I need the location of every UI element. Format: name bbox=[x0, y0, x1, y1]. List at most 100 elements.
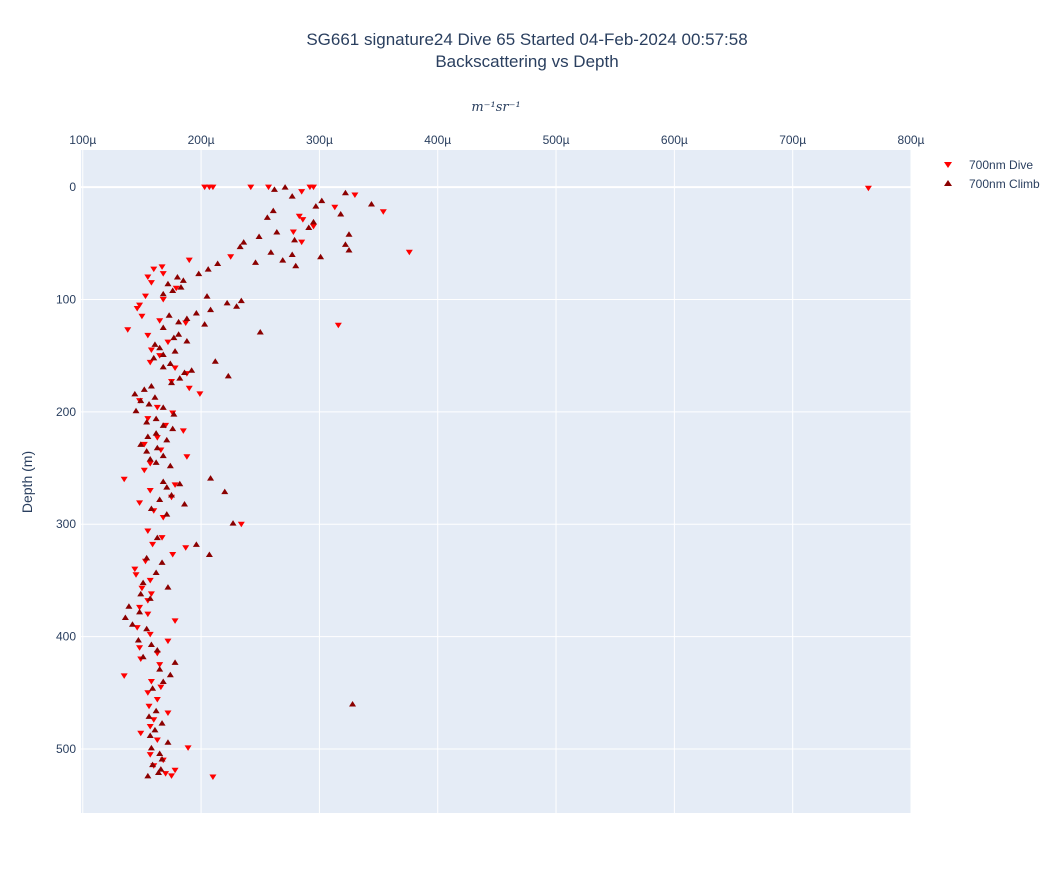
chart-title: SG661 signature24 Dive 65 Started 04-Feb… bbox=[306, 30, 747, 49]
dive-point bbox=[179, 428, 187, 434]
climb-point bbox=[175, 331, 183, 337]
data-markers bbox=[120, 184, 872, 781]
dive-point bbox=[309, 223, 317, 230]
climb-point bbox=[159, 363, 167, 370]
climb-point bbox=[158, 756, 166, 762]
x-tick-label: 800µ bbox=[898, 133, 925, 147]
climb-point bbox=[151, 726, 159, 733]
climb-point bbox=[154, 769, 162, 776]
dive-point bbox=[136, 302, 144, 309]
climb-point bbox=[156, 344, 164, 351]
climb-point bbox=[159, 452, 167, 459]
climb-point bbox=[181, 369, 189, 375]
dive-point bbox=[153, 404, 161, 411]
climb-point bbox=[211, 358, 219, 364]
dive-point bbox=[295, 213, 303, 220]
climb-point bbox=[158, 559, 166, 565]
climb-point bbox=[267, 249, 275, 255]
climb-point bbox=[237, 297, 245, 304]
climb-point bbox=[163, 436, 171, 443]
climb-point bbox=[224, 372, 232, 379]
dive-point bbox=[144, 274, 152, 280]
dive-point bbox=[120, 673, 128, 679]
dive-point bbox=[209, 774, 217, 781]
y-tick-label: 400 bbox=[56, 630, 76, 644]
climb-point bbox=[192, 541, 200, 547]
climb-point bbox=[255, 233, 263, 240]
legend: 700nm Dive 700nm Climb bbox=[944, 158, 1040, 191]
x-tick-label: 500µ bbox=[543, 133, 570, 147]
climb-point bbox=[176, 375, 184, 381]
x-gridlines bbox=[82, 150, 912, 813]
climb-point bbox=[183, 315, 191, 322]
dive-point bbox=[131, 566, 139, 573]
dive-point bbox=[144, 332, 152, 339]
x-tick-label: 200µ bbox=[188, 133, 215, 147]
climb-point bbox=[145, 400, 153, 407]
climb-point bbox=[201, 321, 209, 327]
climb-point bbox=[139, 653, 147, 660]
climb-point bbox=[140, 386, 148, 392]
dive-point bbox=[169, 552, 177, 558]
dive-point bbox=[159, 271, 167, 277]
dive-point bbox=[171, 365, 179, 372]
climb-point bbox=[177, 284, 185, 290]
dive-point bbox=[864, 185, 872, 192]
dive-point bbox=[120, 476, 128, 483]
dive-point bbox=[140, 441, 148, 448]
climb-point bbox=[345, 231, 353, 237]
climb-point bbox=[147, 382, 155, 389]
climb-point bbox=[149, 761, 157, 768]
dive-point bbox=[156, 318, 164, 324]
climb-point bbox=[153, 534, 161, 541]
climb-point bbox=[137, 590, 145, 597]
dive-point bbox=[137, 730, 145, 737]
dive-point bbox=[136, 604, 144, 611]
climb-point bbox=[341, 189, 349, 196]
climb-point bbox=[128, 621, 136, 627]
climb-point bbox=[179, 277, 187, 283]
climb-point bbox=[169, 287, 177, 293]
climb-point bbox=[240, 239, 248, 245]
dive-point bbox=[150, 266, 158, 273]
climb-point bbox=[281, 184, 289, 190]
dive-point bbox=[185, 257, 193, 264]
dive-point bbox=[156, 662, 164, 668]
dive-point bbox=[146, 723, 154, 730]
dive-point bbox=[298, 239, 306, 246]
dive-point bbox=[157, 684, 165, 691]
legend-item-dive[interactable]: 700nm Dive bbox=[944, 158, 1033, 172]
dive-point bbox=[146, 461, 154, 467]
climb-point bbox=[195, 270, 203, 277]
legend-climb-label: 700nm Climb bbox=[969, 177, 1040, 191]
dive-point bbox=[237, 521, 245, 528]
y-gridlines bbox=[81, 186, 911, 750]
climb-point bbox=[192, 309, 200, 316]
legend-item-climb[interactable]: 700nm Climb bbox=[944, 177, 1040, 191]
climb-point bbox=[207, 475, 215, 481]
dive-point bbox=[162, 771, 170, 777]
dive-point bbox=[124, 327, 132, 333]
climb-point bbox=[152, 430, 160, 436]
dive-point bbox=[405, 249, 413, 256]
climb-point bbox=[146, 456, 154, 462]
climb-point bbox=[252, 259, 260, 265]
y-axis-title: Depth (m) bbox=[19, 451, 35, 513]
dive-point bbox=[146, 359, 154, 366]
climb-point bbox=[233, 303, 241, 309]
dive-point bbox=[171, 482, 179, 488]
dive-point bbox=[164, 638, 172, 645]
x-tick-label: 100µ bbox=[69, 133, 96, 147]
climb-point bbox=[152, 707, 160, 714]
dive-point bbox=[172, 285, 180, 292]
climb-point bbox=[171, 659, 179, 665]
climb-point bbox=[164, 739, 172, 745]
dive-point bbox=[227, 254, 235, 260]
dive-point bbox=[158, 264, 166, 270]
climb-point bbox=[131, 390, 139, 397]
chart-subtitle: Backscattering vs Depth bbox=[435, 52, 618, 71]
climb-point bbox=[146, 732, 154, 738]
climb-point bbox=[273, 229, 281, 235]
climb-point bbox=[270, 186, 278, 192]
dive-point bbox=[171, 767, 179, 774]
